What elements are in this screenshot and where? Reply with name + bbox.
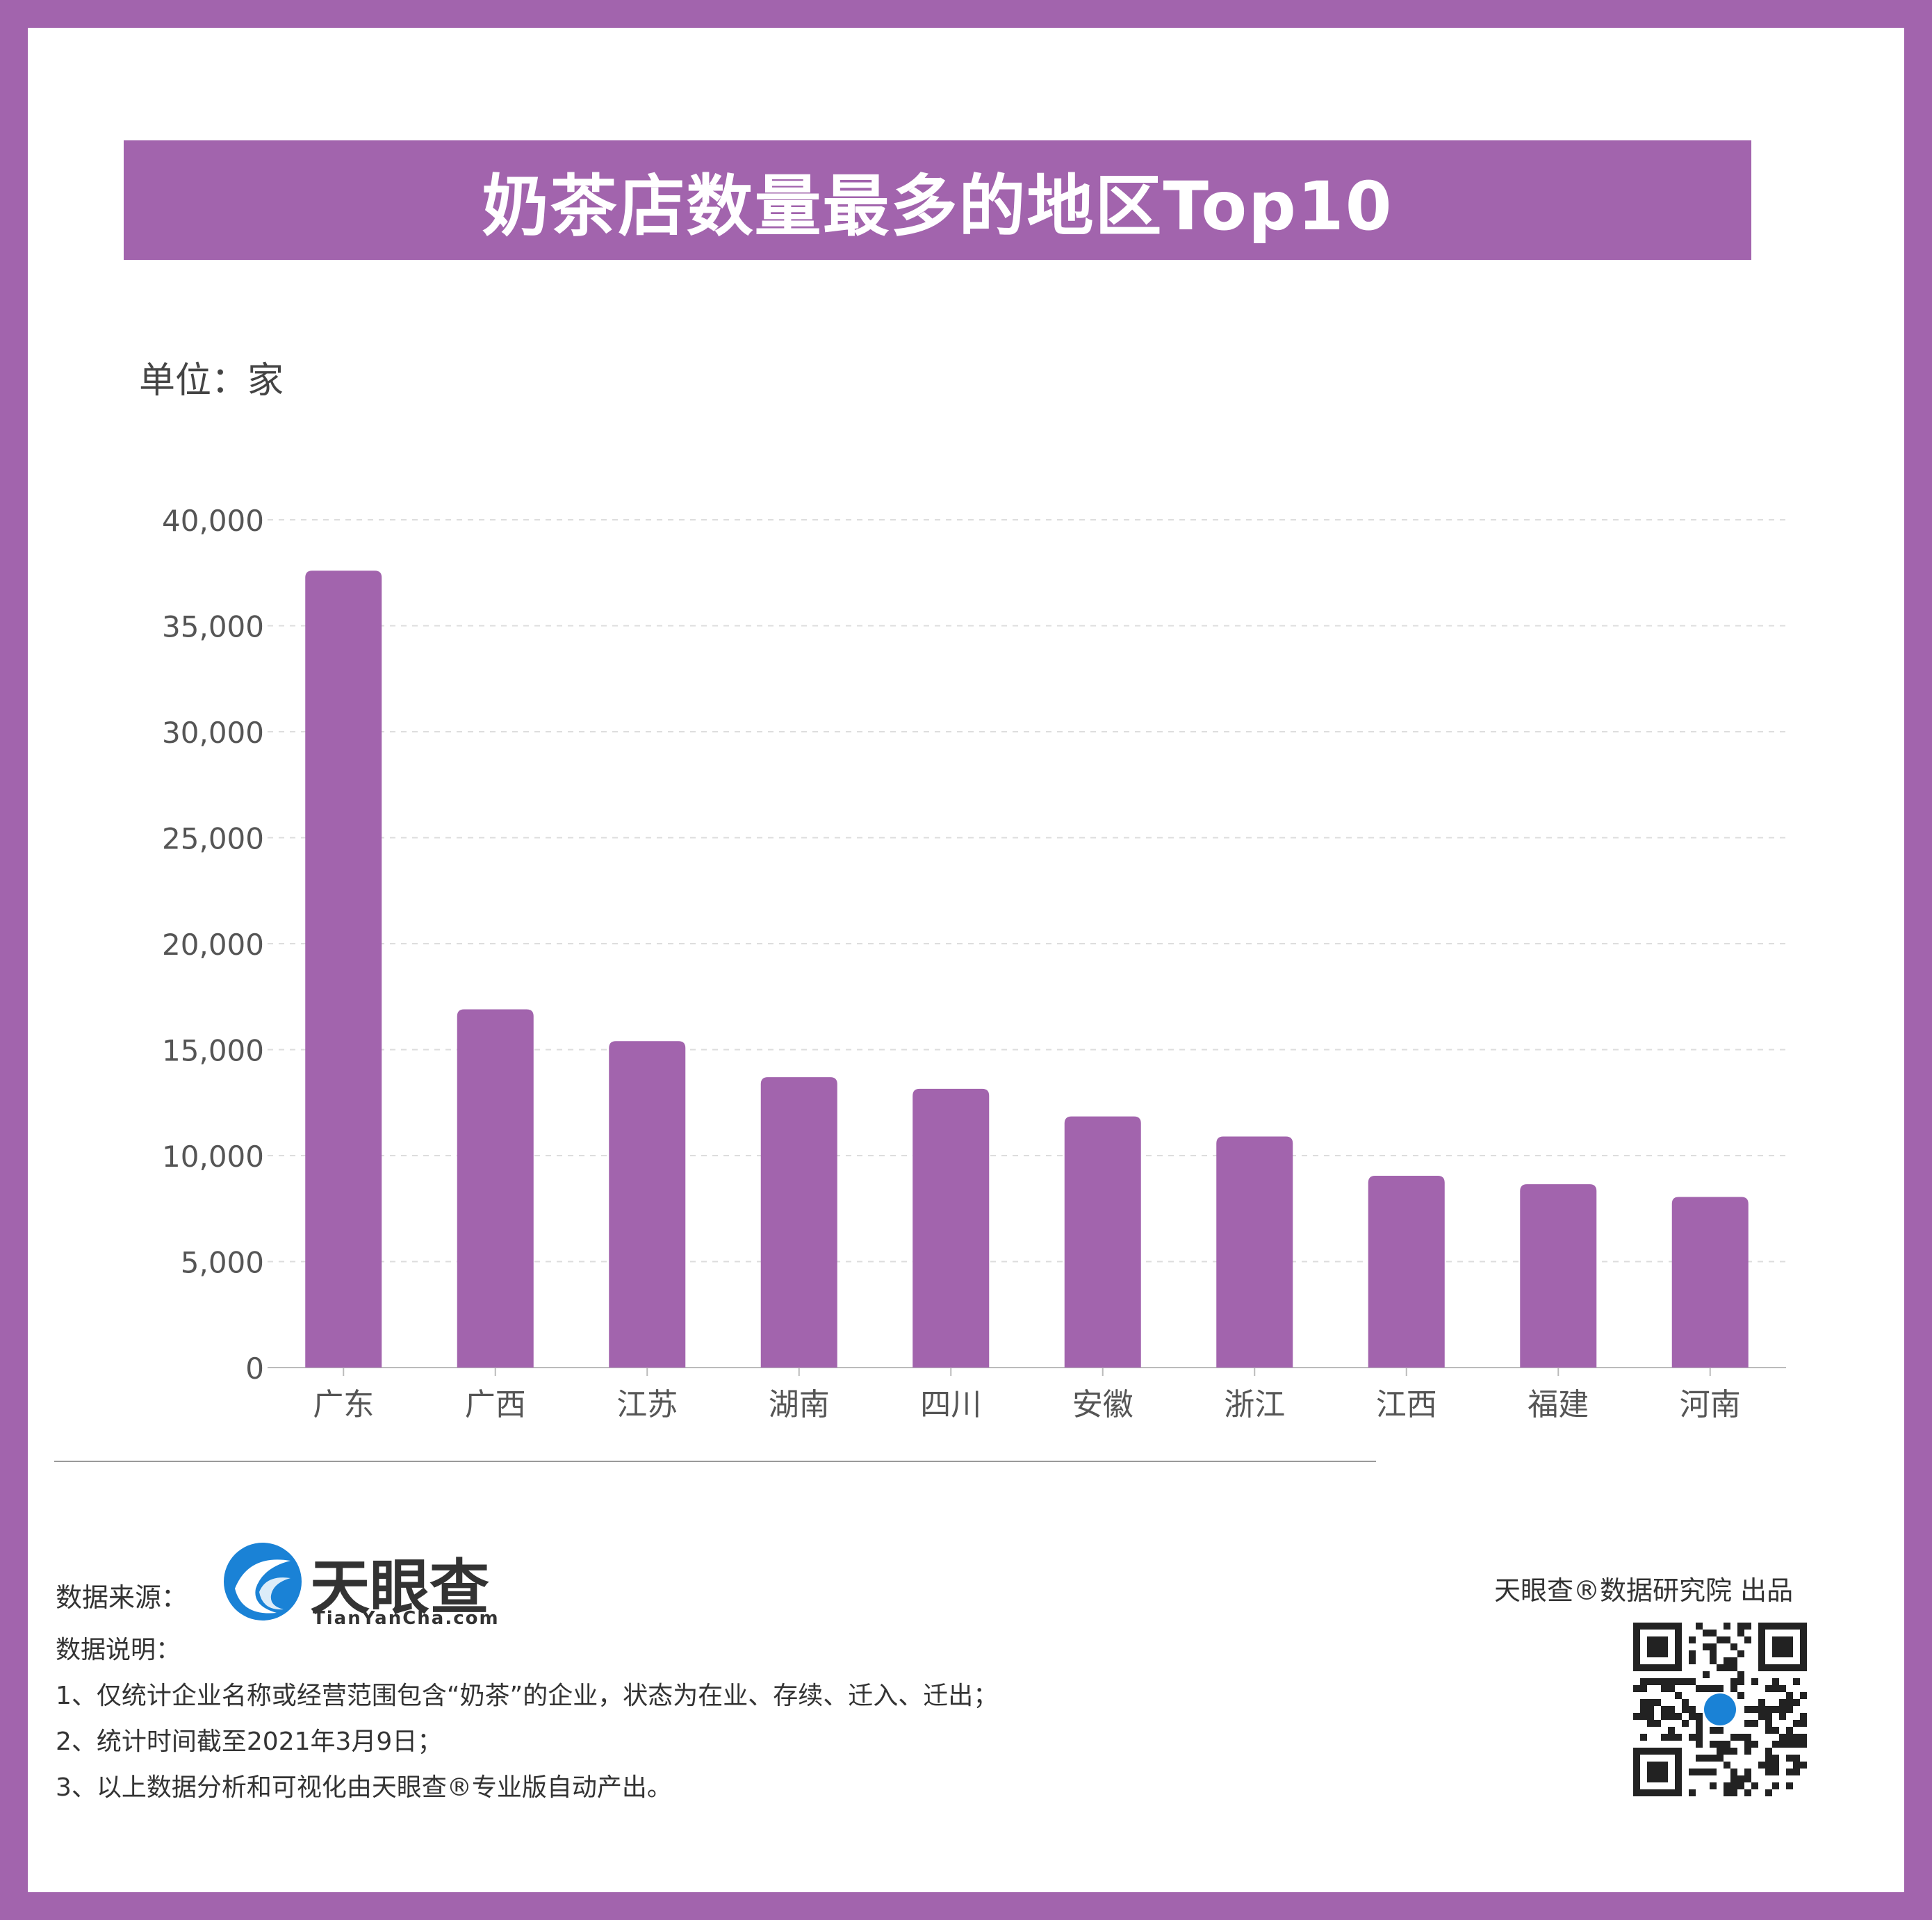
title-banner: 奶茶店数量最多的地区Top10 <box>124 140 1751 260</box>
bar <box>912 1088 990 1368</box>
y-tick-label: 20,000 <box>162 928 264 962</box>
x-tick-label: 湖南 <box>769 1387 830 1422</box>
x-tick-label: 浙江 <box>1224 1387 1285 1422</box>
y-tick-label: 30,000 <box>162 716 264 750</box>
x-tick-label: 安徽 <box>1072 1387 1133 1422</box>
bar <box>1671 1197 1749 1368</box>
y-tick-label: 15,000 <box>162 1034 264 1068</box>
producer-credit: 天眼查®数据研究院 出品 <box>1494 1575 1794 1606</box>
y-tick-label: 40,000 <box>162 504 264 538</box>
y-tick-label: 5,000 <box>181 1246 264 1280</box>
bar <box>457 1009 534 1368</box>
bar <box>305 571 382 1368</box>
y-tick-label: 0 <box>245 1352 264 1386</box>
note-line: 2、统计时间截至2021年3月9日； <box>56 1728 443 1756</box>
bar <box>760 1077 837 1368</box>
x-tick-label: 福建 <box>1528 1387 1589 1422</box>
x-tick-label: 四川 <box>920 1387 981 1422</box>
note-line: 3、以上数据分析和可视化由天眼查®专业版自动产出。 <box>56 1773 672 1802</box>
y-tick-label: 35,000 <box>162 610 264 644</box>
note-line: 1、仅统计企业名称或经营范围包含“奶茶”的企业，状态为在业、存续、迁入、迁出； <box>56 1682 999 1710</box>
bar <box>1064 1116 1141 1368</box>
chart-title: 奶茶店数量最多的地区Top10 <box>482 167 1393 245</box>
x-tick-label: 广东 <box>313 1387 374 1422</box>
tianyancha-logo-icon: 天眼查 TianYanCha.com <box>221 1536 520 1629</box>
logo-name: 天眼查 <box>310 1553 489 1623</box>
logo-url: TianYanCha.com <box>313 1608 500 1629</box>
source-label: 数据来源： <box>56 1582 188 1613</box>
notes-block: 数据说明： 1、仅统计企业名称或经营范围包含“奶茶”的企业，状态为在业、存续、迁… <box>56 1627 998 1811</box>
bar <box>1368 1175 1445 1368</box>
x-tick-label: 河南 <box>1680 1387 1741 1422</box>
x-tick-label: 江西 <box>1376 1387 1437 1422</box>
bar <box>1216 1136 1293 1368</box>
y-tick-label: 25,000 <box>162 822 264 856</box>
bar <box>609 1041 686 1368</box>
x-tick-label: 江苏 <box>616 1387 678 1422</box>
qr-code-icon <box>1633 1623 1807 1796</box>
y-tick-label: 10,000 <box>162 1140 264 1174</box>
notes-title: 数据说明： <box>56 1636 181 1664</box>
bar-chart: 0 5,000 10,000 15,000 20,000 25,000 30,000 35,0… <box>162 504 1786 1422</box>
x-tick-label: 广西 <box>465 1387 526 1422</box>
unit-label: 单位：家 <box>139 360 284 402</box>
bar <box>1520 1184 1597 1368</box>
footer-divider <box>54 1461 1376 1462</box>
